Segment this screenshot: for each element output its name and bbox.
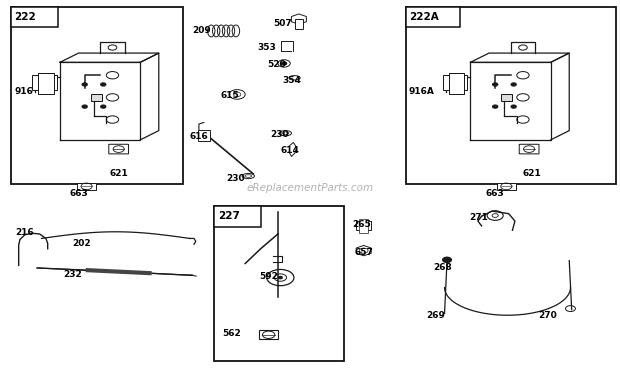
Text: 202: 202 (73, 239, 91, 248)
Text: 592: 592 (259, 272, 278, 281)
Bar (91, 94, 102, 101)
Bar (449, 73, 464, 94)
Text: 507: 507 (273, 19, 292, 28)
Circle shape (101, 105, 105, 108)
Circle shape (82, 83, 87, 86)
Circle shape (278, 276, 282, 279)
Text: 916: 916 (15, 87, 34, 96)
Text: 230: 230 (227, 174, 246, 183)
Text: 616: 616 (190, 132, 208, 141)
Text: 209: 209 (193, 26, 211, 35)
Text: 621: 621 (523, 169, 542, 177)
Bar (359, 219, 368, 233)
Bar (215, 206, 344, 361)
Text: 216: 216 (15, 228, 33, 237)
FancyBboxPatch shape (108, 144, 128, 154)
Text: 230: 230 (270, 130, 288, 139)
Circle shape (512, 83, 516, 86)
Text: 232: 232 (63, 270, 82, 279)
Bar (11, 7, 184, 184)
Text: 657: 657 (355, 248, 373, 257)
Bar (295, 19, 303, 29)
Bar (405, 7, 616, 184)
Text: 354: 354 (282, 76, 301, 85)
Text: 663: 663 (486, 189, 505, 198)
Text: 222A: 222A (409, 12, 439, 22)
Text: 916A: 916A (409, 87, 435, 96)
Text: 271: 271 (469, 213, 488, 222)
Text: 269: 269 (426, 311, 445, 320)
Text: eReplacementParts.com: eReplacementParts.com (246, 183, 374, 193)
Bar (259, 330, 278, 339)
Text: 265: 265 (352, 220, 371, 229)
Bar (443, 75, 467, 90)
Circle shape (512, 105, 516, 108)
Bar (502, 94, 513, 101)
Bar (215, 206, 261, 227)
Circle shape (443, 257, 451, 262)
Circle shape (493, 105, 498, 108)
Text: 621: 621 (109, 169, 128, 177)
Text: 222: 222 (14, 12, 36, 22)
Text: 268: 268 (433, 263, 452, 272)
Text: 614: 614 (280, 147, 299, 155)
Bar (32, 75, 57, 90)
FancyBboxPatch shape (519, 144, 539, 154)
Text: 663: 663 (69, 189, 88, 198)
Text: 353: 353 (257, 43, 277, 52)
Text: 562: 562 (223, 329, 241, 338)
Text: 270: 270 (538, 311, 557, 320)
Bar (356, 221, 371, 230)
Bar (405, 7, 460, 27)
Bar (78, 183, 96, 190)
Text: 227: 227 (218, 211, 240, 221)
Circle shape (82, 105, 87, 108)
Text: 615: 615 (221, 91, 239, 100)
Circle shape (281, 62, 286, 65)
Bar (38, 73, 54, 94)
Text: 520: 520 (267, 60, 285, 69)
Bar (497, 183, 516, 190)
Bar (198, 130, 210, 141)
Circle shape (101, 83, 105, 86)
Bar (11, 7, 58, 27)
Circle shape (493, 83, 498, 86)
